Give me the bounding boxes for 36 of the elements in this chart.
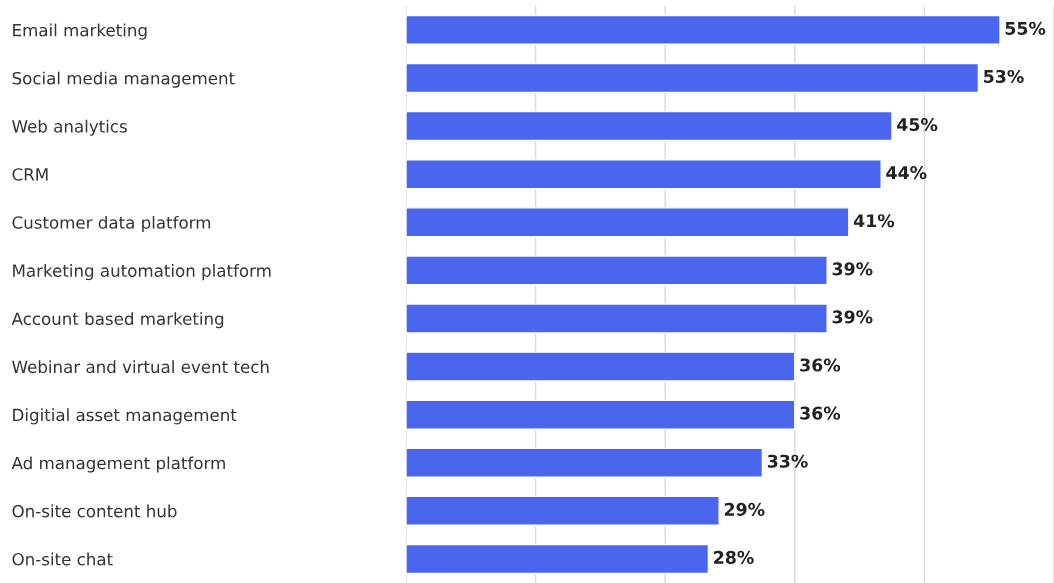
bar <box>406 110 893 142</box>
y-tick-label: Web analytics <box>12 119 127 136</box>
bar <box>406 447 764 478</box>
y-tick-label: Email marketing <box>13 23 147 40</box>
y-tick-label: Marketing automation platform <box>13 264 271 281</box>
data-label: 36% <box>800 358 841 372</box>
bar <box>406 543 710 575</box>
y-tick-label: CRM <box>12 168 48 181</box>
data-label: 28% <box>714 550 754 564</box>
y-tick-label: Social media management <box>12 71 235 88</box>
y-tick-label: Ad management platform <box>11 456 225 473</box>
data-label: 44% <box>886 166 927 180</box>
y-tick-label: On-site content hub <box>12 504 177 518</box>
bar <box>406 399 796 430</box>
bar <box>406 62 980 94</box>
bar <box>406 351 796 382</box>
bar <box>406 495 720 526</box>
data-label: 33% <box>767 454 808 468</box>
y-tick-label: Customer data platform <box>12 215 211 233</box>
bar <box>406 255 828 286</box>
y-tick-label: Digitial asset management <box>13 408 237 425</box>
data-label: 39% <box>832 310 873 324</box>
data-label: 41% <box>853 214 895 228</box>
y-tick-label: Webinar and virtual event tech <box>12 360 269 374</box>
data-label: 29% <box>724 502 765 516</box>
data-label: 39% <box>832 262 873 276</box>
y-tick-label: On-site chat <box>12 552 113 566</box>
data-label: 53% <box>984 69 1024 84</box>
data-label: 55% <box>1005 21 1046 35</box>
bar <box>406 303 828 334</box>
data-label: 45% <box>897 117 938 132</box>
data-label: 36% <box>800 406 841 420</box>
bar <box>406 159 882 190</box>
bar <box>406 207 850 238</box>
y-tick-label: Account based marketing <box>11 312 224 329</box>
bar <box>406 14 1001 46</box>
